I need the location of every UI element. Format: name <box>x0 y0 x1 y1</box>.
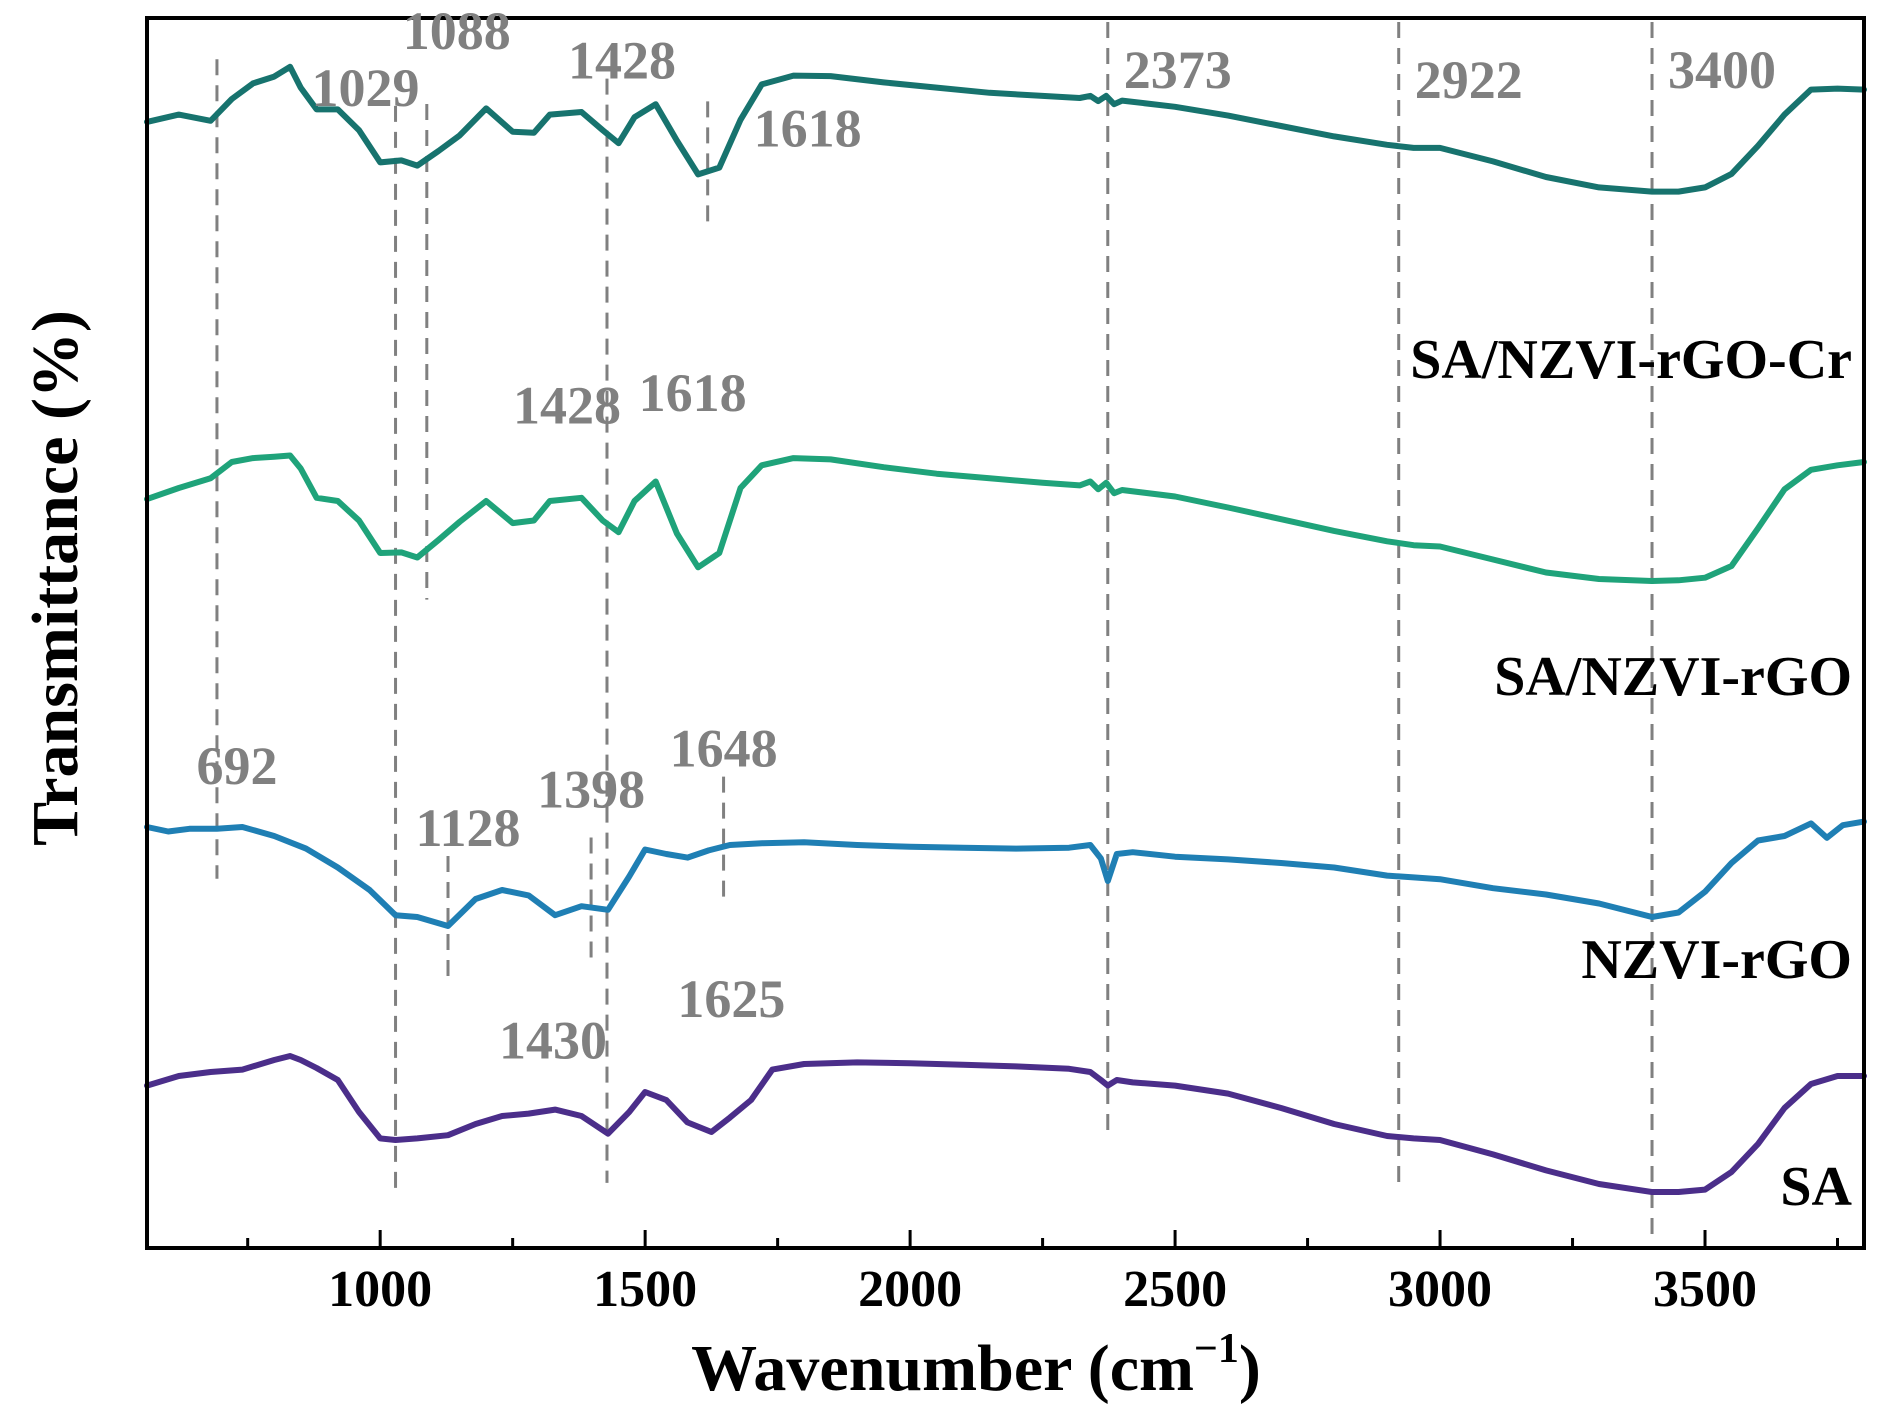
peak-label-1428: 1428 <box>513 376 621 436</box>
series-lines <box>144 63 1867 1195</box>
x-tick-label-3500: 3500 <box>1653 1261 1757 1318</box>
x-tick-label-2500: 2500 <box>1123 1261 1227 1318</box>
series-line-sa-nzvi-rgo <box>144 452 1867 584</box>
peak-label-3400: 3400 <box>1668 40 1776 100</box>
peak-label-1648: 1648 <box>670 719 778 779</box>
peak-label-692: 692 <box>196 736 277 796</box>
plot-frame <box>145 16 1866 1250</box>
peak-label-1088: 1088 <box>403 1 511 61</box>
y-axis-title: Transmittance (%) <box>19 310 92 846</box>
series-labels: SA/NZVI-rGO-Cr SA/NZVI-rGO NZVI-rGO SA <box>1410 329 1852 1218</box>
x-tick-label-3000: 3000 <box>1388 1261 1492 1318</box>
peak-label-1618: 1618 <box>754 98 862 158</box>
x-axis-title: Wavenumber (cm−1) <box>691 1326 1261 1405</box>
peak-label-1029: 1029 <box>312 58 420 118</box>
series-line-sa <box>144 1053 1867 1195</box>
series-label-sa-nzvi-rgo-cr: SA/NZVI-rGO-Cr <box>1410 329 1852 391</box>
peak-label-1428: 1428 <box>568 31 676 91</box>
peak-label-1128: 1128 <box>415 798 520 858</box>
series-label-nzvi-rgo: NZVI-rGO <box>1581 929 1852 991</box>
peak-label-1618: 1618 <box>639 363 747 423</box>
series-line-nzvi-rgo <box>144 818 1867 929</box>
peak-label-1398: 1398 <box>537 759 645 819</box>
series-line-sa-nzvi-rgo-cr <box>144 63 1867 195</box>
peak-label-1625: 1625 <box>677 969 785 1029</box>
x-tick-label-1000: 1000 <box>328 1261 432 1318</box>
peak-label-2922: 2922 <box>1415 50 1523 110</box>
x-tick-label-2000: 2000 <box>858 1261 962 1318</box>
peak-label-1430: 1430 <box>499 1011 607 1071</box>
reference-lines <box>215 22 1654 1242</box>
x-axis-ticks: 1000 1500 2000 2500 3000 3500 <box>246 1230 1840 1318</box>
x-tick-label-1500: 1500 <box>593 1261 697 1318</box>
series-label-sa-nzvi-rgo: SA/NZVI-rGO <box>1494 646 1852 708</box>
series-label-sa: SA <box>1780 1156 1852 1218</box>
peak-label-2373: 2373 <box>1124 40 1232 100</box>
